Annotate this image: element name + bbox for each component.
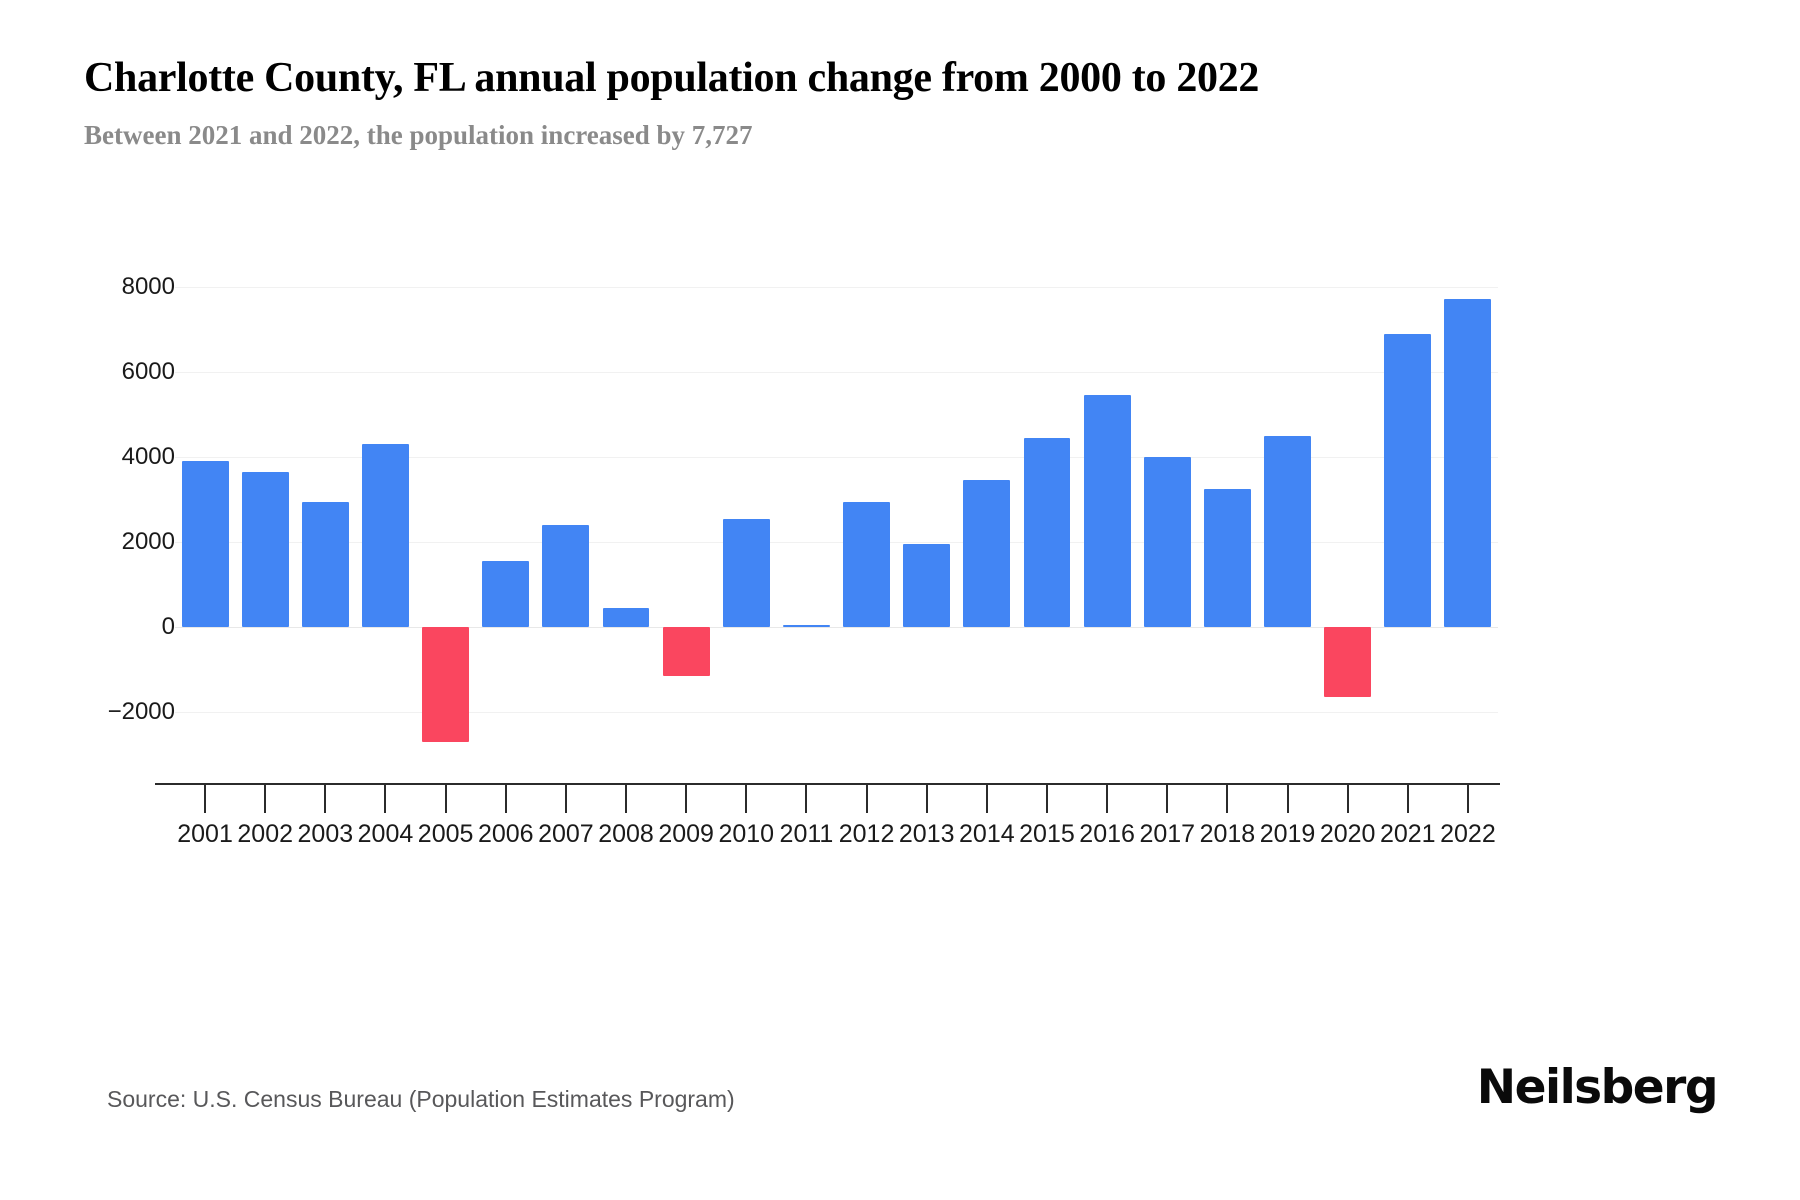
- bar-2016[interactable]: [1083, 395, 1131, 627]
- x-tick-2004: [384, 785, 387, 813]
- x-tick-2006: [504, 785, 507, 813]
- bar-2006[interactable]: [482, 561, 530, 627]
- x-tick-label-2009: 2009: [658, 820, 714, 848]
- bar-2019[interactable]: [1264, 435, 1311, 627]
- bar-2018[interactable]: [1203, 488, 1251, 627]
- bar-2002[interactable]: [241, 471, 289, 627]
- x-tick-2011: [805, 785, 808, 813]
- x-tick-label-2005: 2005: [417, 820, 474, 848]
- brand-logo: Neilsberg: [1476, 1060, 1719, 1115]
- bar-2001[interactable]: [181, 461, 229, 627]
- x-tick-label-2014: 2014: [959, 820, 1015, 848]
- x-tick-label-2011: 2011: [779, 820, 834, 848]
- y-tick-label: 2000: [121, 528, 175, 555]
- page-title: Charlotte County, FL annual population c…: [84, 55, 1260, 101]
- x-tick-label-2007: 2007: [538, 820, 594, 848]
- bar-2011[interactable]: [782, 625, 830, 628]
- x-tick-label-2016: 2016: [1079, 820, 1135, 848]
- x-tick-label-2003: 2003: [297, 820, 354, 848]
- x-tick-label-2006: 2006: [477, 820, 534, 848]
- x-tick-label-2004: 2004: [357, 820, 414, 848]
- x-tick-label-2021: 2021: [1379, 820, 1436, 848]
- gridline-2000: [175, 542, 1498, 543]
- x-tick-label-2022: 2022: [1440, 820, 1496, 848]
- gridline--2000: [175, 712, 1498, 713]
- x-tick-2003: [324, 785, 327, 813]
- bar-2009[interactable]: [662, 627, 710, 676]
- bar-2014[interactable]: [963, 480, 1011, 627]
- x-tick-label-2015: 2015: [1019, 820, 1075, 848]
- y-tick-label: −2000: [107, 698, 175, 725]
- x-tick-label-2019: 2019: [1259, 820, 1316, 848]
- x-tick-2018: [1226, 785, 1229, 813]
- x-tick-label-2012: 2012: [838, 820, 895, 848]
- bar-2013[interactable]: [903, 544, 951, 627]
- bar-2015[interactable]: [1023, 437, 1071, 627]
- x-tick-2007: [564, 785, 567, 813]
- bar-series: [175, 0, 1498, 1200]
- source-note: Source: U.S. Census Bureau (Population E…: [107, 1086, 735, 1112]
- y-tick-label: 6000: [121, 358, 175, 385]
- x-tick-label-2001: 2001: [177, 820, 233, 848]
- x-axis-line: [155, 783, 1500, 785]
- bar-2005[interactable]: [422, 627, 470, 742]
- x-tick-label-2010: 2010: [718, 820, 775, 848]
- x-tick-2015: [1045, 785, 1048, 813]
- x-tick-2010: [745, 785, 748, 813]
- gridline-8000: [175, 287, 1498, 288]
- x-tick-2009: [685, 785, 688, 813]
- bar-2022[interactable]: [1444, 298, 1492, 627]
- x-tick-label-2018: 2018: [1199, 820, 1256, 848]
- x-tick-2022: [1466, 785, 1469, 813]
- x-tick-2005: [444, 785, 447, 813]
- bar-2012[interactable]: [843, 501, 891, 627]
- bar-2020[interactable]: [1324, 627, 1372, 698]
- bar-2008[interactable]: [602, 607, 650, 627]
- gridline-0: [175, 627, 1498, 628]
- bar-2003[interactable]: [301, 501, 349, 627]
- y-tick-label: 8000: [121, 273, 175, 300]
- x-tick-2014: [985, 785, 988, 813]
- x-tick-label-2017: 2017: [1139, 820, 1196, 848]
- x-tick-2012: [865, 785, 868, 813]
- bar-2007[interactable]: [542, 525, 590, 627]
- gridline-6000: [175, 372, 1498, 373]
- x-tick-label-2008: 2008: [598, 820, 654, 848]
- bar-2010[interactable]: [722, 518, 770, 627]
- x-tick-label-2013: 2013: [898, 820, 955, 848]
- x-tick-2021: [1406, 785, 1409, 813]
- x-tick-2020: [1346, 785, 1349, 813]
- x-tick-2001: [204, 785, 207, 813]
- y-tick-label: 4000: [121, 443, 175, 470]
- chart-subtitle: Between 2021 and 2022, the population in…: [84, 120, 753, 150]
- x-tick-2008: [625, 785, 628, 813]
- bar-2004[interactable]: [362, 444, 409, 627]
- gridline-4000: [175, 457, 1498, 458]
- bar-2017[interactable]: [1143, 457, 1191, 627]
- bar-2021[interactable]: [1384, 333, 1432, 627]
- x-tick-2019: [1286, 785, 1289, 813]
- x-tick-2016: [1106, 785, 1109, 813]
- y-tick-label: 0: [161, 613, 175, 640]
- x-tick-2002: [264, 785, 267, 813]
- x-tick-label-2002: 2002: [237, 820, 294, 848]
- x-tick-2013: [925, 785, 928, 813]
- x-tick-2017: [1166, 785, 1169, 813]
- x-tick-label-2020: 2020: [1319, 820, 1376, 848]
